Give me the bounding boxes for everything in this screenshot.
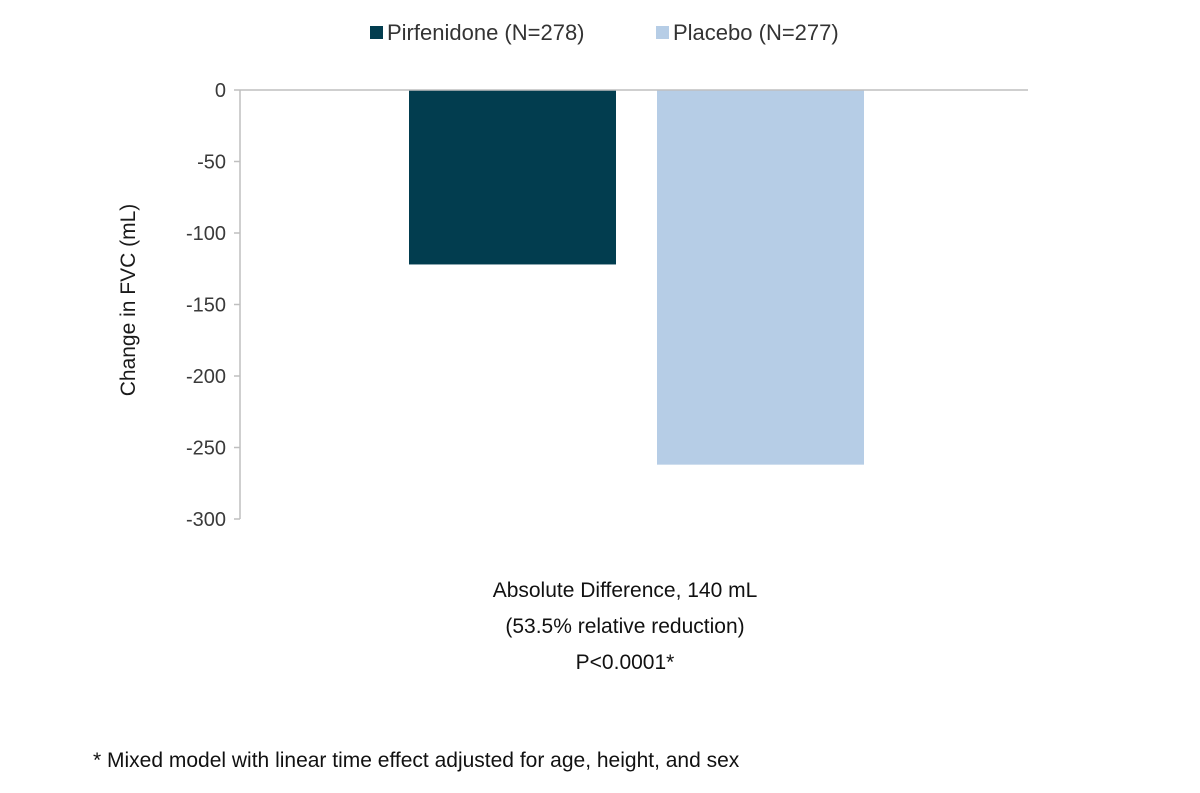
bar-pirfenidone [409, 90, 616, 265]
y-axis-title: Change in FVC (mL) [117, 204, 140, 397]
annotation-block: Absolute Difference, 140 mL (53.5% relat… [300, 573, 950, 681]
y-tick-label: -300 [186, 509, 226, 531]
bar-placebo [657, 90, 864, 465]
y-axis: 0 -50 -100 -150 -200 -250 -300 [186, 80, 241, 531]
legend-label: Placebo (N=277) [673, 20, 839, 45]
relative-reduction-text: (53.5% relative reduction) [505, 615, 745, 638]
y-tick-label: -150 [186, 295, 226, 317]
y-tick-label: -200 [186, 366, 226, 388]
legend-label: Pirfenidone (N=278) [387, 20, 585, 45]
bar-chart: Pirfenidone (N=278) Placebo (N=277) 0 -50 -… [117, 20, 1028, 531]
footnote: * Mixed model with linear time effect ad… [93, 749, 740, 772]
y-tick-label: -50 [197, 152, 226, 174]
legend-swatch [370, 26, 383, 39]
legend: Pirfenidone (N=278) Placebo (N=277) [370, 20, 839, 45]
y-tick-label: 0 [215, 80, 226, 102]
bars [240, 89, 1028, 465]
legend-swatch [656, 26, 669, 39]
p-value-text: P<0.0001* [575, 651, 675, 674]
y-tick-label: -250 [186, 438, 226, 460]
y-tick-label: -100 [186, 223, 226, 245]
absolute-difference-text: Absolute Difference, 140 mL [492, 579, 758, 602]
